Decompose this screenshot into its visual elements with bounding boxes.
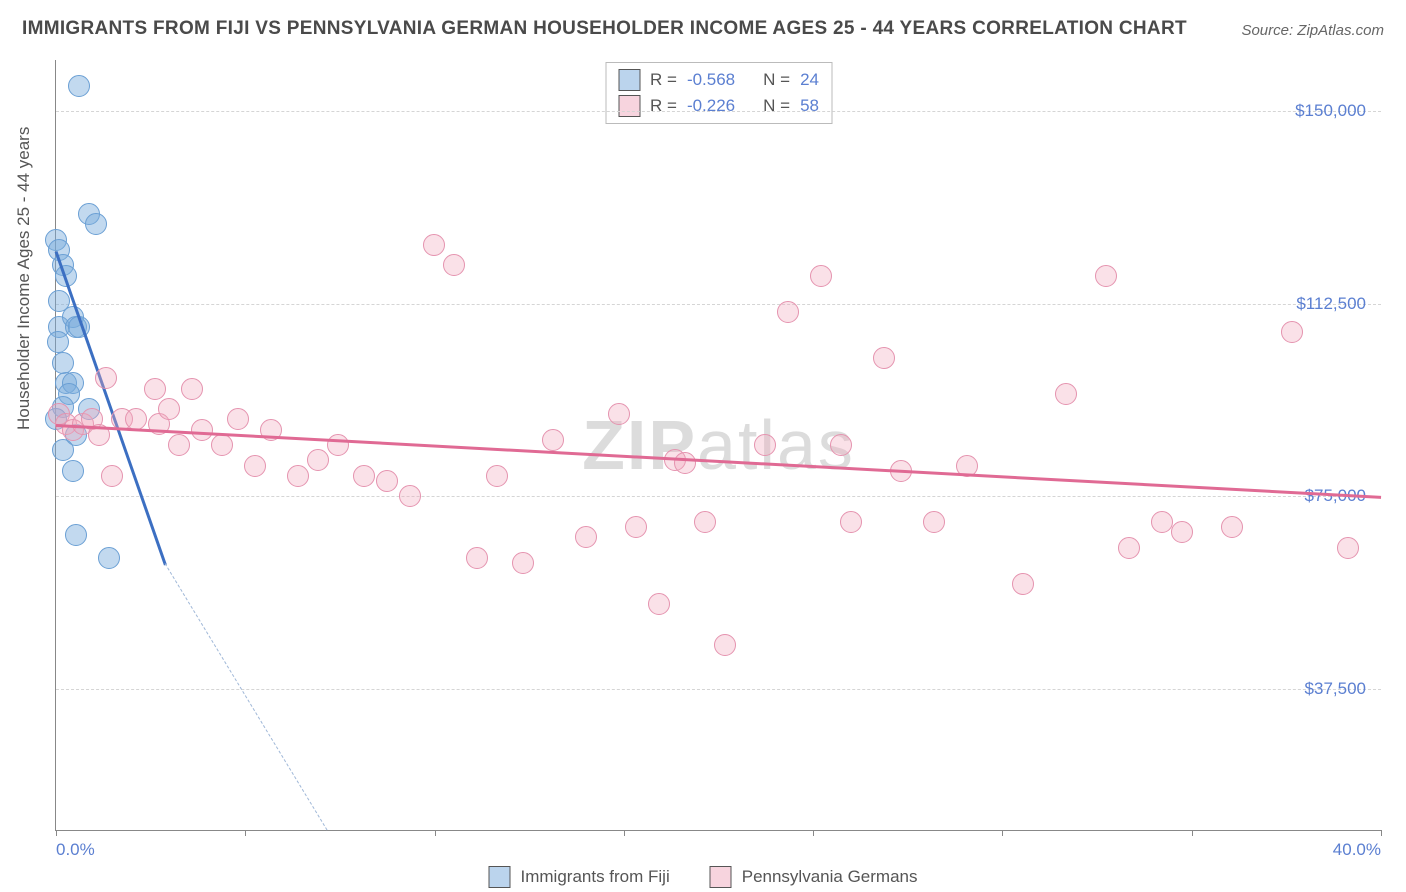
- data-point: [840, 511, 862, 533]
- legend-item-pa-german: Pennsylvania Germans: [710, 866, 918, 888]
- data-point: [512, 552, 534, 574]
- ytick-label: $37,500: [1305, 679, 1366, 699]
- data-point: [873, 347, 895, 369]
- swatch-blue-icon: [618, 69, 640, 91]
- xtick-label-left: 0.0%: [56, 840, 95, 860]
- xtick-mark: [245, 830, 246, 836]
- swatch-pink-icon: [618, 95, 640, 117]
- data-point: [211, 434, 233, 456]
- source-label: Source: ZipAtlas.com: [1241, 22, 1384, 39]
- data-point: [327, 434, 349, 456]
- gridline: [56, 111, 1381, 112]
- legend-r-value: -0.568: [687, 70, 735, 90]
- gridline: [56, 689, 1381, 690]
- legend-label: Pennsylvania Germans: [742, 867, 918, 887]
- gridline: [56, 304, 1381, 305]
- xtick-mark: [624, 830, 625, 836]
- swatch-blue-icon: [489, 866, 511, 888]
- xtick-label-right: 40.0%: [1333, 840, 1381, 860]
- data-point: [168, 434, 190, 456]
- data-point: [1171, 521, 1193, 543]
- y-axis-label: Householder Income Ages 25 - 44 years: [14, 127, 34, 430]
- data-point: [181, 378, 203, 400]
- data-point: [158, 398, 180, 420]
- data-point: [353, 465, 375, 487]
- data-point: [542, 429, 564, 451]
- data-point: [68, 75, 90, 97]
- gridline: [56, 496, 1381, 497]
- series-legend: Immigrants from Fiji Pennsylvania German…: [489, 866, 918, 888]
- data-point: [754, 434, 776, 456]
- xtick-mark: [813, 830, 814, 836]
- data-point: [1151, 511, 1173, 533]
- ytick-label: $150,000: [1295, 101, 1366, 121]
- correlation-legend: R = -0.568 N = 24 R = -0.226 N = 58: [605, 62, 832, 124]
- data-point: [466, 547, 488, 569]
- data-point: [625, 516, 647, 538]
- legend-n-label: N =: [763, 96, 790, 116]
- data-point: [399, 485, 421, 507]
- trend-line-dashed: [165, 563, 328, 830]
- data-point: [608, 403, 630, 425]
- data-point: [423, 234, 445, 256]
- legend-item-fiji: Immigrants from Fiji: [489, 866, 670, 888]
- data-point: [227, 408, 249, 430]
- data-point: [1012, 573, 1034, 595]
- data-point: [52, 439, 74, 461]
- swatch-pink-icon: [710, 866, 732, 888]
- data-point: [95, 367, 117, 389]
- data-point: [85, 213, 107, 235]
- data-point: [694, 511, 716, 533]
- data-point: [674, 452, 696, 474]
- data-point: [65, 524, 87, 546]
- data-point: [648, 593, 670, 615]
- xtick-mark: [56, 830, 57, 836]
- data-point: [575, 526, 597, 548]
- legend-r-label: R =: [650, 96, 677, 116]
- data-point: [810, 265, 832, 287]
- data-point: [287, 465, 309, 487]
- data-point: [1221, 516, 1243, 538]
- data-point: [1337, 537, 1359, 559]
- scatter-plot-area: ZIPatlas R = -0.568 N = 24 R = -0.226 N …: [55, 60, 1381, 831]
- data-point: [47, 331, 69, 353]
- data-point: [62, 460, 84, 482]
- legend-label: Immigrants from Fiji: [521, 867, 670, 887]
- data-point: [830, 434, 852, 456]
- legend-r-label: R =: [650, 70, 677, 90]
- data-point: [144, 378, 166, 400]
- data-point: [307, 449, 329, 471]
- legend-n-value: 24: [800, 70, 819, 90]
- legend-r-value: -0.226: [687, 96, 735, 116]
- xtick-mark: [1192, 830, 1193, 836]
- data-point: [1118, 537, 1140, 559]
- data-point: [98, 547, 120, 569]
- data-point: [486, 465, 508, 487]
- chart-title: IMMIGRANTS FROM FIJI VS PENNSYLVANIA GER…: [22, 18, 1187, 40]
- data-point: [52, 352, 74, 374]
- legend-n-value: 58: [800, 96, 819, 116]
- legend-row-pa-german: R = -0.226 N = 58: [618, 93, 819, 119]
- data-point: [443, 254, 465, 276]
- legend-n-label: N =: [763, 70, 790, 90]
- xtick-mark: [435, 830, 436, 836]
- data-point: [714, 634, 736, 656]
- data-point: [1055, 383, 1077, 405]
- data-point: [1281, 321, 1303, 343]
- data-point: [777, 301, 799, 323]
- legend-row-fiji: R = -0.568 N = 24: [618, 67, 819, 93]
- ytick-label: $112,500: [1296, 294, 1366, 314]
- data-point: [376, 470, 398, 492]
- data-point: [101, 465, 123, 487]
- data-point: [191, 419, 213, 441]
- data-point: [1095, 265, 1117, 287]
- xtick-mark: [1002, 830, 1003, 836]
- data-point: [923, 511, 945, 533]
- xtick-mark: [1381, 830, 1382, 836]
- data-point: [244, 455, 266, 477]
